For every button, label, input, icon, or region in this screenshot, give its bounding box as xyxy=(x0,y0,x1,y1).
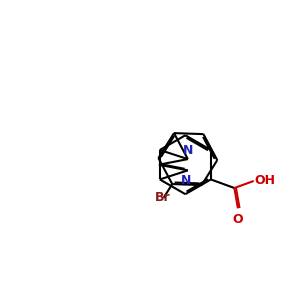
Text: Br: Br xyxy=(155,191,171,204)
Text: OH: OH xyxy=(255,175,276,188)
Text: N: N xyxy=(181,174,192,187)
Text: O: O xyxy=(232,213,243,226)
Text: N: N xyxy=(183,144,193,157)
